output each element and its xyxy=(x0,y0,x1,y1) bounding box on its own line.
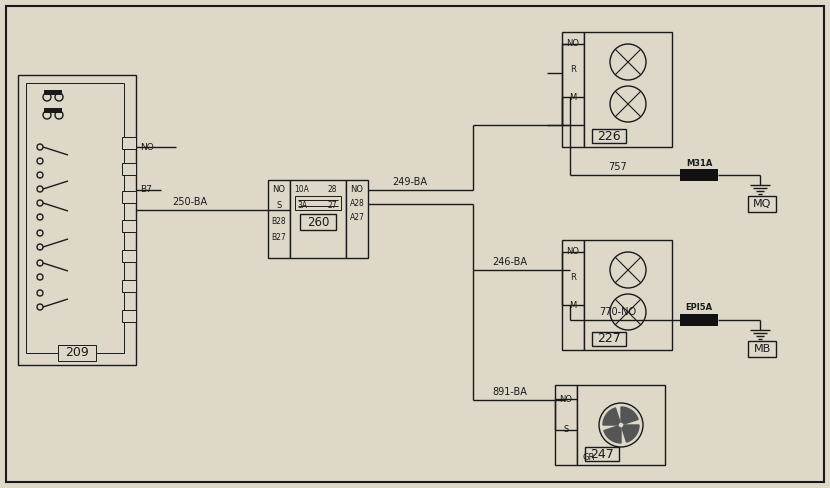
Bar xyxy=(44,90,62,95)
Text: A27: A27 xyxy=(349,214,364,223)
Bar xyxy=(584,32,672,147)
Text: 10A: 10A xyxy=(295,185,310,195)
Bar xyxy=(44,108,62,113)
Text: 757: 757 xyxy=(608,162,627,172)
Text: NO: NO xyxy=(559,394,573,404)
Text: R: R xyxy=(570,65,576,75)
Text: NO: NO xyxy=(567,247,579,257)
Polygon shape xyxy=(603,408,620,425)
Bar xyxy=(295,196,341,210)
Text: 226: 226 xyxy=(598,129,621,142)
Text: M: M xyxy=(569,93,577,102)
Bar xyxy=(122,280,136,292)
Bar xyxy=(592,332,626,346)
Bar xyxy=(122,163,136,175)
Bar xyxy=(122,250,136,262)
Bar xyxy=(584,240,672,350)
Text: NO: NO xyxy=(350,185,364,195)
Text: 3A: 3A xyxy=(297,201,307,209)
Text: GR: GR xyxy=(582,452,594,462)
Polygon shape xyxy=(622,425,639,442)
Text: M31A: M31A xyxy=(686,159,712,167)
Text: 247: 247 xyxy=(590,447,614,461)
Bar xyxy=(555,385,577,465)
Bar xyxy=(562,240,584,350)
Text: R: R xyxy=(570,273,576,283)
Text: B28: B28 xyxy=(271,218,286,226)
Bar xyxy=(748,196,776,212)
Bar xyxy=(562,32,584,147)
Text: B7: B7 xyxy=(140,185,152,195)
Text: B27: B27 xyxy=(271,233,286,243)
Bar xyxy=(577,385,665,465)
Bar xyxy=(680,314,718,326)
Bar xyxy=(122,220,136,232)
Bar xyxy=(122,310,136,322)
Polygon shape xyxy=(621,407,638,424)
Text: NO: NO xyxy=(272,185,286,195)
Polygon shape xyxy=(604,426,621,443)
Text: MB: MB xyxy=(754,344,770,354)
Text: 250-BA: 250-BA xyxy=(173,197,208,207)
Text: 209: 209 xyxy=(65,346,89,360)
Bar xyxy=(122,137,136,149)
Text: M: M xyxy=(569,301,577,309)
Text: NO: NO xyxy=(567,40,579,48)
Text: 260: 260 xyxy=(307,216,330,228)
Text: S: S xyxy=(276,202,281,210)
Text: EPI5A: EPI5A xyxy=(686,304,713,312)
Bar xyxy=(346,180,368,258)
Text: 770-NO: 770-NO xyxy=(599,307,637,317)
Text: 891-BA: 891-BA xyxy=(492,387,527,397)
Text: 28: 28 xyxy=(327,185,337,195)
Text: 27: 27 xyxy=(327,201,337,209)
Text: MQ: MQ xyxy=(753,199,771,209)
Text: 246-BA: 246-BA xyxy=(492,257,528,267)
Text: S: S xyxy=(564,426,569,434)
Text: 227: 227 xyxy=(597,332,621,346)
Bar xyxy=(122,191,136,203)
Bar xyxy=(18,75,136,365)
Bar xyxy=(268,180,290,258)
Bar xyxy=(592,129,626,143)
Bar xyxy=(26,83,124,353)
Bar xyxy=(300,214,336,230)
Text: 249-BA: 249-BA xyxy=(393,177,427,187)
Text: A28: A28 xyxy=(349,200,364,208)
Bar xyxy=(58,345,96,361)
Text: NO: NO xyxy=(140,142,154,151)
Bar xyxy=(680,169,718,181)
Bar xyxy=(748,341,776,357)
Bar xyxy=(585,447,619,461)
Bar xyxy=(290,180,346,258)
